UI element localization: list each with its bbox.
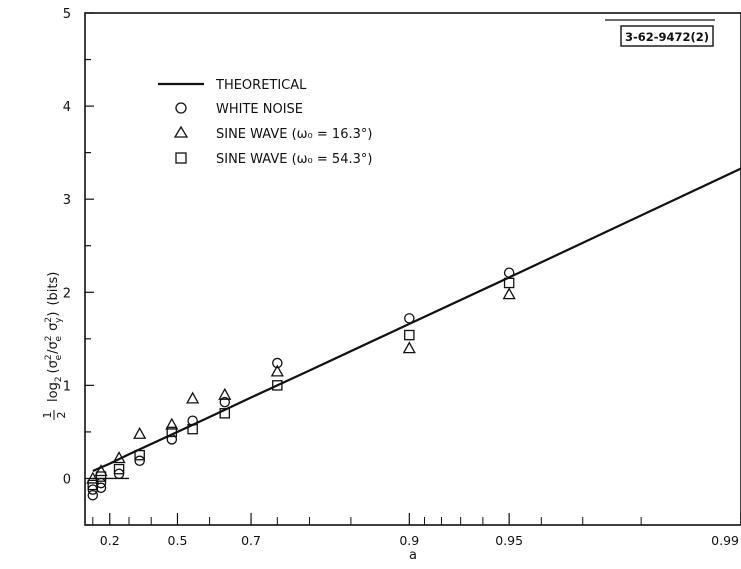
y-tick-label: 5 [63, 7, 71, 22]
point-sine-wave-54-3 [405, 330, 414, 339]
y-label-sub-3: y [54, 317, 64, 323]
y-label-sup-1: 2 [44, 354, 54, 360]
point-white-noise [135, 456, 144, 465]
x-tick-label: 0.7 [241, 533, 261, 548]
y-tick-label: 2 [63, 286, 71, 301]
y-label-paren-close: ) [46, 312, 61, 317]
legend-label-white-noise: WHITE NOISE [216, 102, 303, 117]
x-tick-label: 0.5 [168, 533, 188, 548]
x-tick-label: 0.99 [711, 533, 739, 548]
legend-label-sine-wave-54: SINE WAVE (ω₀ = 54.3°) [216, 152, 372, 167]
legend-circle-marker [176, 103, 186, 113]
point-white-noise [88, 491, 97, 500]
figure-id-box: 3-62-9472(2) [605, 20, 715, 46]
legend-label-theoretical: THEORETICAL [215, 78, 307, 93]
theoretical-series-group [93, 169, 741, 472]
y-label-frac-num: 1 [41, 412, 54, 419]
y-label-log-sub: 2 [54, 376, 64, 382]
axes-group [85, 13, 741, 525]
y-tick-label: 4 [63, 100, 71, 115]
y-label-sub-2: e [54, 335, 64, 341]
point-sine-wave-16-3 [504, 289, 515, 299]
legend: THEORETICAL WHITE NOISE SINE WAVE (ω₀ = … [158, 78, 372, 167]
point-sine-wave-16-3 [404, 343, 415, 353]
y-label-frac-den: 2 [55, 412, 68, 419]
data-points-group [87, 268, 514, 500]
figure-id: 3-62-9472(2) [625, 30, 709, 44]
y-label-sup-2: 2 [44, 335, 54, 341]
y-tick-label: 3 [63, 193, 71, 208]
legend-triangle-marker [175, 127, 187, 137]
x-axis-label: a [409, 548, 417, 563]
legend-label-sine-wave-16: SINE WAVE (ω₀ = 16.3°) [216, 127, 372, 142]
point-sine-wave-16-3 [134, 428, 145, 438]
plot-frame [85, 13, 741, 525]
y-label-sub-1: e [54, 354, 64, 360]
svg-text:log2(σ2e/σ2eσ2y)(bits): log2(σ2e/σ2eσ2y)(bits) [44, 272, 64, 402]
point-white-noise [505, 268, 514, 277]
x-tick-label: 0.95 [495, 533, 523, 548]
theoretical-line [93, 169, 741, 472]
y-label-sup-3: 2 [44, 317, 54, 323]
legend-square-marker [176, 153, 186, 163]
y-tick-label: 0 [63, 472, 71, 487]
y-label-units: (bits) [46, 272, 61, 306]
x-tick-label: 0.9 [399, 533, 419, 548]
point-white-noise [405, 314, 414, 323]
y-label-log: log [46, 382, 61, 402]
point-sine-wave-16-3 [187, 393, 198, 403]
x-tick-label: 0.2 [100, 533, 120, 548]
